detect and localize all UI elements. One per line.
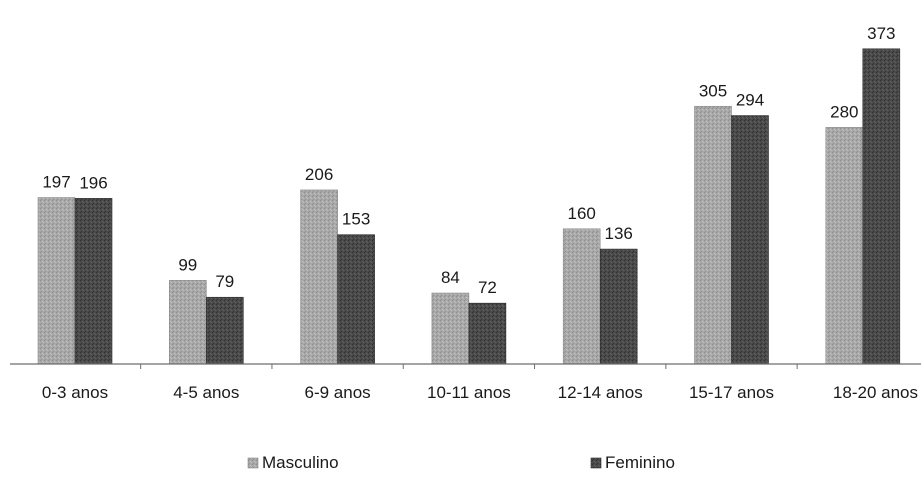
bar-masculino-3: [431, 292, 470, 365]
legend-swatch-feminino: [590, 457, 602, 469]
legend-swatch-masculino: [247, 457, 259, 469]
bar-masculino-0: [37, 197, 76, 365]
bar-masculino-6: [825, 127, 864, 365]
x-tick-label: 4-5 anos: [173, 383, 239, 402]
data-label-masculino-3: 84: [441, 268, 460, 287]
x-tick-label: 0-3 anos: [42, 383, 108, 402]
bar-feminino-4: [599, 248, 638, 365]
x-tick-label: 6-9 anos: [305, 383, 371, 402]
bar-masculino-5: [694, 105, 732, 365]
ticks-layer: 0-3 anos 4-5 anos 6-9 anos 10-11 anos 12-14 …: [42, 364, 918, 402]
bar-feminino-6: [862, 48, 901, 365]
bar-feminino-5: [731, 115, 769, 365]
bar-feminino-1: [206, 296, 244, 365]
data-label-feminino-5: 294: [736, 91, 764, 110]
data-label-feminino-0: 196: [79, 173, 107, 192]
data-label-masculino-2: 206: [305, 165, 333, 184]
data-label-masculino-6: 280: [830, 102, 858, 121]
bar-feminino-3: [468, 302, 507, 365]
data-label-masculino-5: 305: [699, 81, 727, 100]
bar-masculino-2: [300, 189, 338, 365]
bar-feminino-0: [74, 198, 113, 365]
data-label-masculino-0: 197: [42, 173, 70, 192]
legend-label-masculino: Masculino: [262, 453, 339, 472]
x-tick-label: 15-17 anos: [689, 383, 774, 402]
bar-feminino-2: [337, 234, 375, 365]
x-tick-label: 10-11 anos: [427, 383, 511, 402]
data-label-feminino-6: 373: [867, 24, 895, 43]
data-label-masculino-4: 160: [568, 204, 596, 223]
data-label-feminino-3: 72: [478, 278, 497, 297]
x-tick-label: 18-20 anos: [833, 383, 918, 402]
data-label-feminino-1: 79: [215, 272, 234, 291]
bars-layer: 197 196 99 79 206 153 84 72 160 136 305 294 280 373: [37, 24, 901, 365]
legend: Masculino Feminino: [247, 453, 675, 472]
legend-label-feminino: Feminino: [605, 453, 675, 472]
data-label-masculino-1: 99: [178, 255, 197, 274]
bar-masculino-4: [562, 228, 601, 365]
data-label-feminino-4: 136: [605, 224, 633, 243]
x-tick-label: 12-14 anos: [558, 383, 643, 402]
data-label-feminino-2: 153: [342, 210, 370, 229]
bar-masculino-1: [169, 280, 207, 365]
